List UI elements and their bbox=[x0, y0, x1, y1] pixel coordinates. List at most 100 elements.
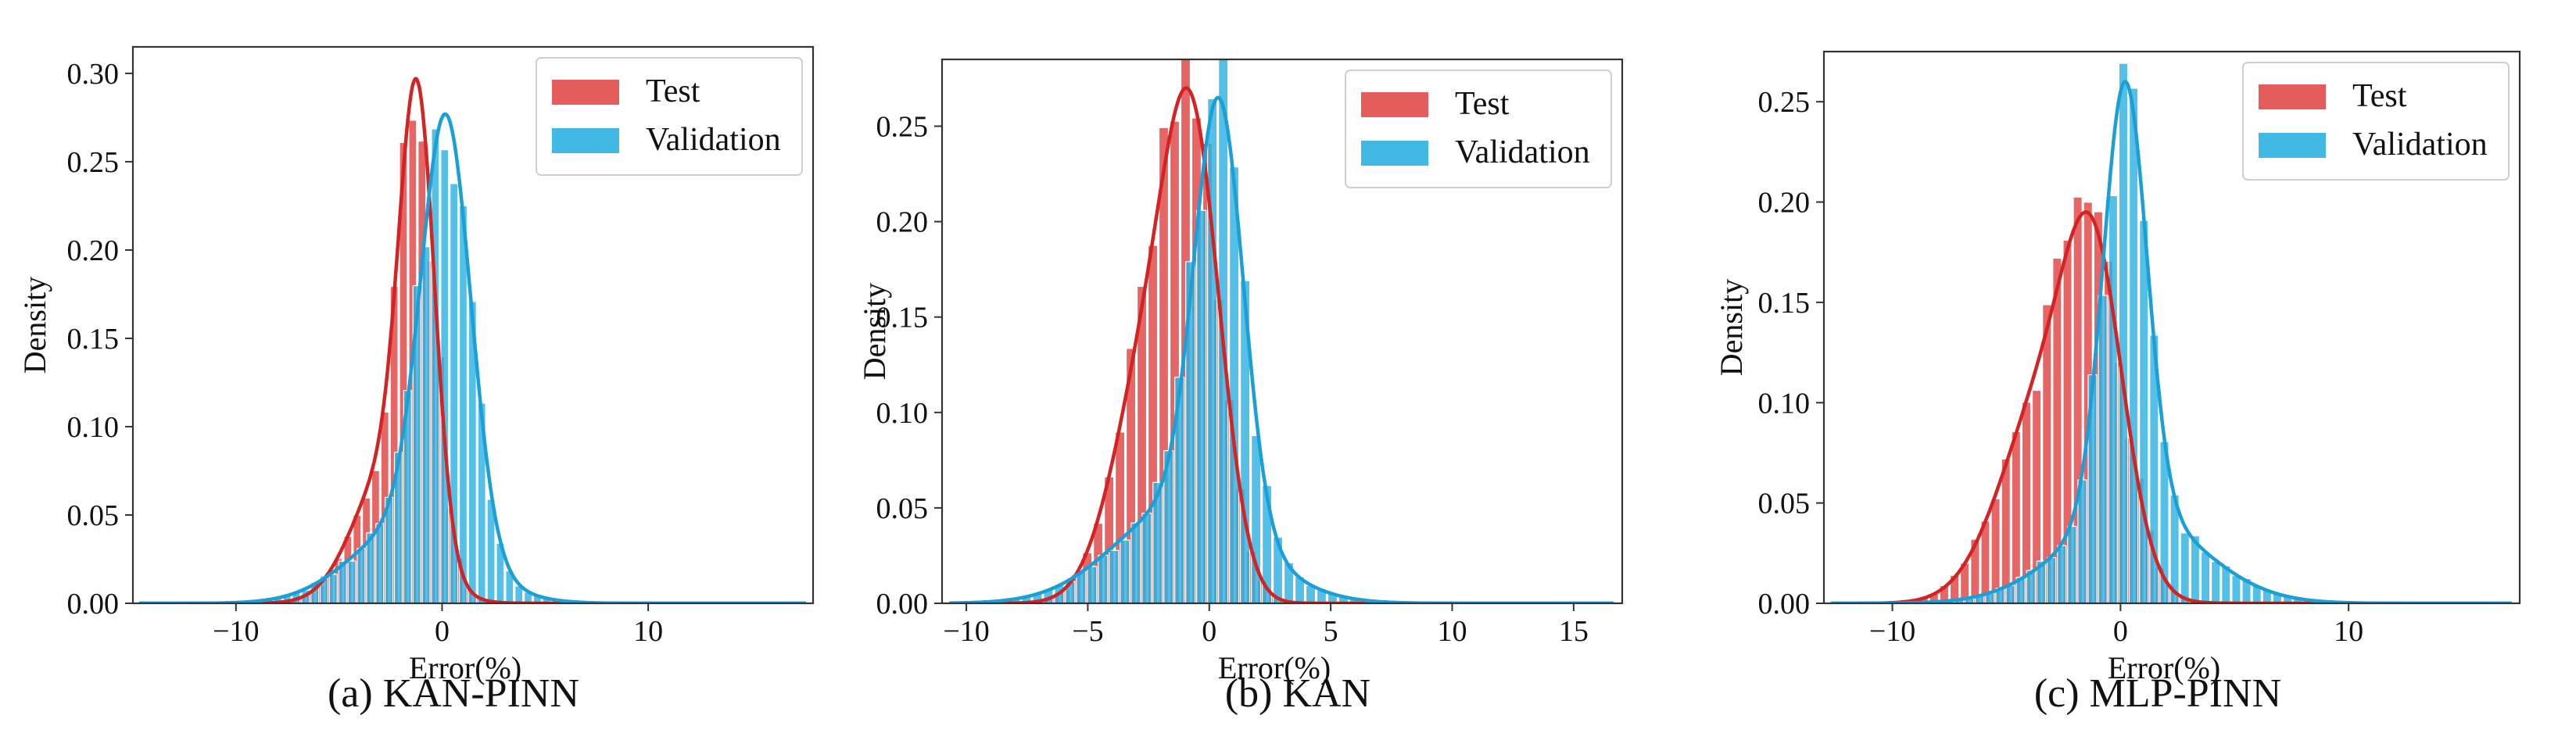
test-bar bbox=[2052, 257, 2062, 603]
axes-frame bbox=[131, 45, 815, 605]
validation-bar bbox=[356, 547, 366, 603]
y-tick-label: 0.25 bbox=[876, 110, 929, 143]
validation-bar bbox=[2231, 574, 2241, 603]
x-tick-label: −5 bbox=[1072, 615, 1103, 648]
plot-area bbox=[949, 59, 1614, 603]
legend-swatch-test bbox=[2259, 84, 2326, 109]
chart-kan-pinn: −10 0 10 0.00 0.05 0.10 0.15 0.20 0.25 0.30 Error(… bbox=[17, 45, 815, 685]
test-bar bbox=[2031, 389, 2042, 603]
y-tick-label: 0.05 bbox=[1758, 488, 1811, 520]
test-bar bbox=[1990, 498, 2001, 603]
validation-bar bbox=[375, 523, 385, 603]
chart-kan: −10 −5 0 5 10 15 0.00 0.05 0.10 0.15 0.20 0.25 Error… bbox=[857, 58, 1624, 685]
legend-swatch-validation bbox=[552, 128, 619, 153]
y-tick-label: 0.15 bbox=[1758, 287, 1811, 320]
plot-area bbox=[138, 77, 806, 603]
validation-bar bbox=[347, 560, 356, 603]
axes-frame bbox=[940, 58, 1624, 605]
y-tick-label: 0.10 bbox=[67, 411, 120, 444]
legend: Test Validation bbox=[536, 57, 803, 176]
validation-bar bbox=[1141, 513, 1152, 603]
y-tick-label: 0.20 bbox=[67, 234, 120, 267]
x-axis-label: Error(%) bbox=[2108, 650, 2220, 685]
x-tick-label: −10 bbox=[1869, 615, 1915, 648]
test-bar bbox=[1980, 520, 1990, 603]
test-kde-line bbox=[1830, 210, 2512, 603]
y-tick-label: 0.20 bbox=[1758, 187, 1811, 220]
x-tick-label: 10 bbox=[1438, 615, 1467, 648]
validation-bar bbox=[1196, 209, 1207, 603]
panel-kan-pinn: −10 0 10 0.00 0.05 0.10 0.15 0.20 0.25 0.30 Error(… bbox=[0, 0, 844, 751]
y-axis-label: Density bbox=[17, 277, 52, 374]
y-tick-label: 0.10 bbox=[1758, 387, 1811, 420]
y-tick-label: 0.25 bbox=[67, 146, 120, 179]
y-tick-label: 0.00 bbox=[876, 588, 929, 620]
validation-bar bbox=[1240, 280, 1251, 603]
axes-frame bbox=[1822, 50, 2521, 605]
validation-bar bbox=[2200, 551, 2211, 603]
legend-label-validation: Validation bbox=[646, 122, 781, 158]
validation-bar bbox=[1152, 481, 1163, 603]
x-tick-label: −10 bbox=[213, 615, 259, 648]
y-tick-label: 0.15 bbox=[67, 323, 120, 356]
legend-label-test: Test bbox=[646, 73, 700, 109]
validation-bar bbox=[458, 205, 468, 603]
legend-label-test: Test bbox=[1455, 86, 1510, 122]
validation-bar bbox=[2180, 532, 2190, 603]
validation-bar bbox=[2118, 63, 2129, 603]
x-axis-label: Error(%) bbox=[409, 650, 521, 685]
validation-bar bbox=[2046, 556, 2057, 603]
test-bar bbox=[2073, 196, 2083, 603]
validation-bar bbox=[2128, 88, 2139, 603]
y-tick-label: 0.10 bbox=[876, 397, 929, 430]
validation-bar bbox=[2098, 295, 2108, 603]
validation-bar bbox=[2057, 545, 2067, 603]
x-tick-label: 15 bbox=[1559, 615, 1589, 648]
legend-label-validation: Validation bbox=[1455, 134, 1590, 170]
test-bar bbox=[1136, 285, 1148, 603]
y-tick-label: 0.25 bbox=[1758, 86, 1811, 119]
test-bar bbox=[1125, 348, 1137, 603]
validation-kde-line bbox=[138, 112, 806, 603]
validation-bar bbox=[2036, 560, 2047, 603]
validation-bar bbox=[1251, 435, 1262, 603]
test-bar bbox=[2042, 304, 2052, 603]
legend: Test Validation bbox=[2242, 62, 2510, 181]
validation-bar bbox=[2211, 560, 2221, 603]
caption-kan: (b) KAN bbox=[1224, 671, 1371, 716]
validation-kde-line bbox=[949, 95, 1614, 603]
test-bar bbox=[1158, 127, 1170, 603]
validation-bar bbox=[366, 532, 375, 603]
legend-swatch-test bbox=[552, 80, 619, 105]
x-axis-label: Error(%) bbox=[1218, 650, 1331, 685]
validation-bar bbox=[1109, 549, 1120, 603]
y-tick-label: 0.15 bbox=[876, 302, 929, 334]
y-tick-label: 0.20 bbox=[876, 206, 929, 239]
legend-swatch-validation bbox=[2259, 133, 2326, 158]
x-tick-label: 5 bbox=[1324, 615, 1338, 648]
x-tick-label: 10 bbox=[2334, 615, 2363, 648]
caption-kan-pinn: (a) KAN-PINN bbox=[327, 671, 580, 716]
caption-mlp-pinn: (c) MLP-PINN bbox=[2033, 671, 2282, 716]
test-bar bbox=[2062, 239, 2073, 603]
test-bar bbox=[2001, 458, 2011, 603]
y-tick-label: 0.00 bbox=[1758, 588, 1811, 620]
x-tick-label: 10 bbox=[633, 615, 663, 648]
validation-bar bbox=[421, 246, 431, 603]
x-tick-label: 0 bbox=[1202, 615, 1216, 648]
y-axis-label: Density bbox=[1714, 279, 1749, 376]
test-kde-line bbox=[949, 86, 1614, 603]
x-tick-label: 0 bbox=[2113, 615, 2128, 648]
validation-bar bbox=[412, 284, 421, 603]
validation-bar bbox=[1207, 98, 1218, 603]
validation-bar bbox=[1098, 554, 1109, 603]
legend: Test Validation bbox=[1345, 70, 1612, 188]
validation-bar bbox=[1130, 522, 1141, 603]
panel-kan: −10 −5 0 5 10 15 0.00 0.05 0.10 0.15 0.20 0.25 Error… bbox=[844, 0, 1704, 751]
chart-mlp-pinn: −10 0 10 0.00 0.05 0.10 0.15 0.20 0.25 Error(%) De… bbox=[1714, 50, 2521, 685]
validation-bar bbox=[1185, 261, 1196, 603]
y-axis-label: Density bbox=[857, 283, 892, 380]
legend-label-test: Test bbox=[2352, 78, 2407, 114]
validation-bar bbox=[2139, 220, 2149, 603]
